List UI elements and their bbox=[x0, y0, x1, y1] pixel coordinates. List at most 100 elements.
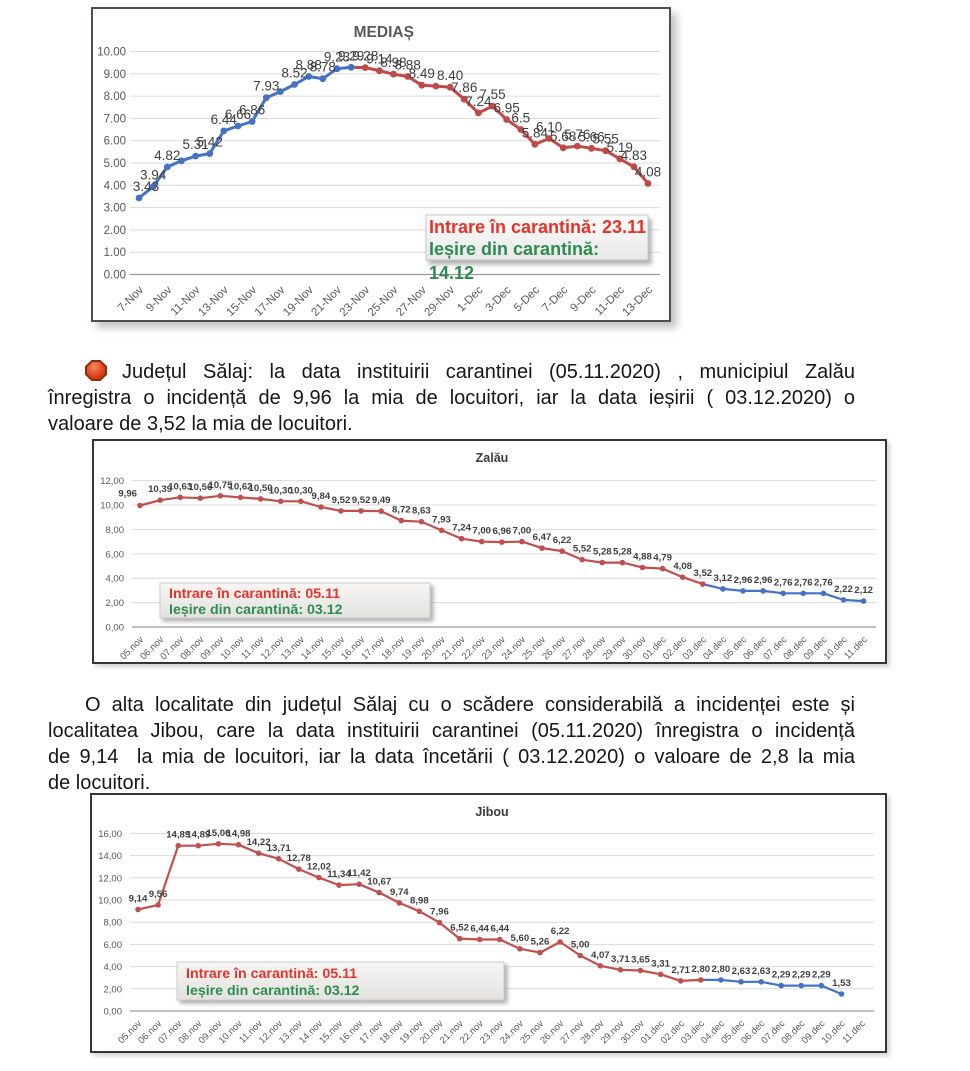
svg-text:21-Nov: 21-Nov bbox=[309, 284, 344, 319]
svg-text:25-Nov: 25-Nov bbox=[366, 284, 401, 319]
svg-text:3,65: 3,65 bbox=[631, 955, 650, 966]
svg-text:12,00: 12,00 bbox=[98, 873, 122, 884]
svg-text:3,31: 3,31 bbox=[651, 958, 670, 969]
svg-text:3.43: 3.43 bbox=[133, 179, 159, 194]
svg-text:2,00: 2,00 bbox=[104, 984, 123, 995]
svg-text:6,44: 6,44 bbox=[490, 924, 509, 935]
svg-text:9,49: 9,49 bbox=[372, 495, 391, 506]
svg-text:1.00: 1.00 bbox=[104, 247, 126, 259]
svg-text:4,00: 4,00 bbox=[106, 574, 125, 585]
svg-text:9.29: 9.29 bbox=[338, 48, 364, 63]
svg-text:5.84: 5.84 bbox=[522, 125, 549, 140]
svg-text:7.86: 7.86 bbox=[451, 80, 477, 95]
svg-text:5,00: 5,00 bbox=[571, 940, 590, 951]
svg-text:8.40: 8.40 bbox=[437, 68, 463, 83]
svg-text:11,34: 11,34 bbox=[327, 869, 351, 880]
svg-text:Intrare în carantină: 05.11: Intrare în carantină: 05.11 bbox=[169, 586, 340, 602]
svg-text:12,78: 12,78 bbox=[287, 853, 312, 864]
svg-text:13-Dec: 13-Dec bbox=[620, 284, 655, 319]
svg-text:7-Dec: 7-Dec bbox=[540, 284, 570, 314]
svg-text:2.00: 2.00 bbox=[104, 225, 126, 237]
svg-text:5,28: 5,28 bbox=[613, 547, 632, 558]
svg-text:6.00: 6.00 bbox=[104, 136, 126, 148]
svg-text:8.00: 8.00 bbox=[104, 91, 126, 103]
svg-text:2,76: 2,76 bbox=[794, 577, 813, 588]
svg-text:9,52: 9,52 bbox=[332, 495, 351, 506]
svg-text:9,96: 9,96 bbox=[118, 489, 137, 500]
svg-text:1-Dec: 1-Dec bbox=[455, 284, 485, 314]
svg-text:10,30: 10,30 bbox=[289, 485, 313, 496]
svg-text:4.00: 4.00 bbox=[104, 180, 126, 192]
svg-text:2,63: 2,63 bbox=[752, 966, 771, 977]
svg-text:5.19: 5.19 bbox=[607, 140, 633, 155]
svg-text:0,00: 0,00 bbox=[104, 1007, 123, 1018]
svg-text:12,00: 12,00 bbox=[100, 476, 124, 487]
svg-text:14,89: 14,89 bbox=[186, 830, 210, 841]
svg-text:7,93: 7,93 bbox=[432, 514, 451, 525]
svg-text:1,53: 1,53 bbox=[832, 978, 851, 989]
svg-text:3,52: 3,52 bbox=[693, 568, 712, 579]
svg-text:Ieșire din carantină: 03.12: Ieșire din carantină: 03.12 bbox=[186, 983, 360, 999]
svg-text:2,00: 2,00 bbox=[106, 598, 125, 609]
svg-text:10,30: 10,30 bbox=[269, 485, 293, 496]
svg-text:Zalău: Zalău bbox=[476, 451, 509, 465]
svg-text:6,96: 6,96 bbox=[492, 526, 511, 537]
svg-text:8.88: 8.88 bbox=[296, 58, 322, 73]
svg-text:7.55: 7.55 bbox=[479, 87, 505, 102]
svg-text:5-Dec: 5-Dec bbox=[512, 284, 542, 314]
svg-text:Jibou: Jibou bbox=[475, 805, 508, 819]
svg-text:6,52: 6,52 bbox=[450, 923, 469, 934]
svg-text:10,63: 10,63 bbox=[168, 481, 192, 492]
svg-text:14,89: 14,89 bbox=[166, 830, 190, 841]
svg-text:Ieșire din carantină: 03.12: Ieșire din carantină: 03.12 bbox=[169, 602, 343, 618]
svg-text:5.76: 5.76 bbox=[564, 127, 590, 142]
svg-text:7.00: 7.00 bbox=[104, 113, 126, 125]
svg-text:5.68: 5.68 bbox=[550, 129, 576, 144]
svg-text:6,22: 6,22 bbox=[553, 535, 572, 546]
svg-text:14,98: 14,98 bbox=[226, 829, 251, 840]
svg-text:5.66: 5.66 bbox=[578, 129, 604, 144]
svg-text:9.14: 9.14 bbox=[366, 52, 393, 67]
svg-text:6,44: 6,44 bbox=[470, 924, 489, 935]
svg-text:15-Nov: 15-Nov bbox=[225, 284, 260, 319]
svg-text:8,72: 8,72 bbox=[392, 505, 411, 516]
svg-text:5,26: 5,26 bbox=[531, 937, 550, 948]
svg-text:4.83: 4.83 bbox=[621, 148, 647, 163]
svg-text:8.52: 8.52 bbox=[281, 66, 307, 81]
svg-text:4,88: 4,88 bbox=[633, 552, 652, 563]
svg-text:2,29: 2,29 bbox=[772, 970, 791, 981]
svg-text:10,67: 10,67 bbox=[367, 877, 391, 888]
svg-text:2,29: 2,29 bbox=[792, 970, 811, 981]
svg-text:12,02: 12,02 bbox=[307, 862, 331, 873]
svg-text:16,00: 16,00 bbox=[98, 829, 122, 840]
svg-text:3,12: 3,12 bbox=[714, 573, 733, 584]
svg-text:Intrare în carantină: 23.11: Intrare în carantină: 23.11 bbox=[429, 217, 646, 237]
svg-text:2,71: 2,71 bbox=[671, 965, 690, 976]
svg-text:29-Nov: 29-Nov bbox=[423, 284, 458, 319]
svg-text:8.49: 8.49 bbox=[409, 66, 435, 81]
svg-text:10,00: 10,00 bbox=[98, 896, 122, 907]
svg-text:5,52: 5,52 bbox=[573, 544, 592, 555]
svg-text:Intrare în carantină: 05.11: Intrare în carantină: 05.11 bbox=[186, 966, 357, 982]
svg-text:10,62: 10,62 bbox=[228, 481, 252, 492]
svg-text:5.31: 5.31 bbox=[182, 137, 208, 152]
svg-text:19-Nov: 19-Nov bbox=[281, 284, 316, 319]
svg-text:14,22: 14,22 bbox=[247, 837, 271, 848]
svg-text:6.66: 6.66 bbox=[225, 107, 251, 122]
svg-text:17-Nov: 17-Nov bbox=[253, 284, 288, 319]
svg-text:8,98: 8,98 bbox=[410, 895, 429, 906]
svg-text:3-Dec: 3-Dec bbox=[484, 284, 514, 314]
svg-text:23-Nov: 23-Nov bbox=[338, 284, 373, 319]
svg-text:11.dec: 11.dec bbox=[842, 634, 870, 662]
svg-text:5,60: 5,60 bbox=[511, 933, 530, 944]
svg-text:2,80: 2,80 bbox=[712, 964, 731, 975]
svg-text:2,80: 2,80 bbox=[691, 964, 710, 975]
svg-text:4,00: 4,00 bbox=[104, 962, 123, 973]
svg-text:5.55: 5.55 bbox=[592, 132, 618, 147]
svg-text:5,28: 5,28 bbox=[593, 547, 612, 558]
svg-text:11,42: 11,42 bbox=[347, 868, 370, 879]
svg-text:6,22: 6,22 bbox=[551, 926, 570, 937]
svg-text:4,07: 4,07 bbox=[591, 950, 610, 961]
svg-text:2,96: 2,96 bbox=[734, 575, 753, 586]
svg-text:9,84: 9,84 bbox=[312, 491, 331, 502]
